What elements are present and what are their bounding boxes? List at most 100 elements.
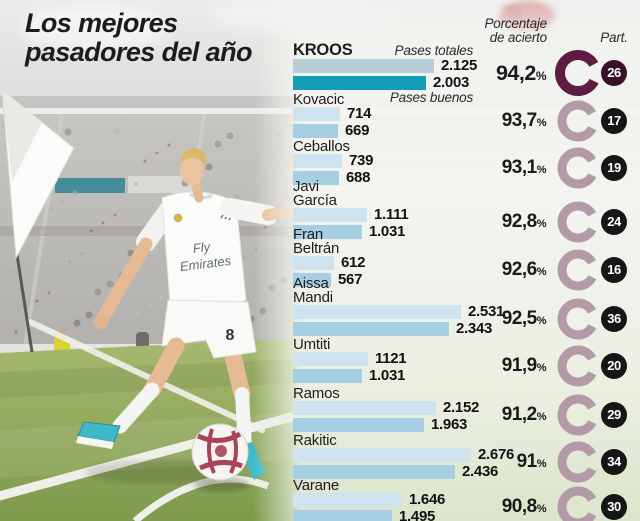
accuracy-donut [557,486,599,521]
jersey-sponsor-line2: Emirates [179,253,232,274]
jersey-sponsor-line1: Fly [192,239,213,256]
good-passes-value: 2.003 [433,74,470,91]
good-passes-value: 2.436 [462,463,499,480]
accuracy-donut [557,345,599,387]
player-name-line: Fran [293,226,324,243]
good-passes-bar: 1.031 [293,368,405,383]
player-name-line: Ramos [293,384,340,402]
total-passes-bar: 2.676 [293,447,514,462]
player-name: KROOS [293,41,353,59]
good-passes-bar: 2.003 [293,75,469,90]
total-passes-bar: 1.646 [293,492,445,507]
total-passes-bar-fill [293,208,367,222]
good-passes-bar: 1.963 [293,417,467,432]
player-row: Fran Beltrán 612 567 92,6% 16 [0,222,640,291]
player-row: Ceballos 739 688 93,1% 19 [0,120,640,189]
accuracy-header-line1: Porcentaje [484,16,547,31]
total-passes-bar-fill [293,256,334,270]
shorts-number: 8 [226,327,235,344]
accuracy-donut [557,249,599,291]
total-passes-value: 739 [349,152,374,169]
accuracy-donut [557,394,599,436]
good-passes-bar-fill [293,418,424,432]
player-row: Rakitic 2.676 2.436 91% 34 [0,414,640,483]
good-passes-bar-fill [293,465,455,479]
accuracy-number: 94,2 [495,61,536,85]
participation-badge: 26 [601,60,627,86]
good-passes-bar: 2.343 [293,321,492,336]
good-passes-bar-fill [293,171,339,185]
player-name-line: García [293,191,337,209]
total-passes-bar: 714 [293,106,371,121]
total-passes-value: 2.152 [443,399,480,416]
good-passes-bar-fill [293,369,362,383]
good-passes-bar: 1.031 [293,224,405,239]
player-name-line: Varane [293,476,340,494]
total-passes-bar: 2.152 [293,400,479,415]
player-name: Ramos [293,384,340,402]
total-passes-value: 1121 [375,350,407,367]
accuracy-header-line2: de acierto [489,30,547,45]
player-name: Fran Beltrán [293,226,340,257]
participation-header: Part. [600,30,628,45]
good-passes-bar: 1.495 [293,509,435,521]
player-name-line: Beltrán [293,239,340,257]
player-name-line: Mandi [293,288,333,306]
good-passes-bar: 688 [293,170,370,185]
accuracy-number: 90,8 [501,496,537,517]
accuracy-donut [555,50,601,96]
total-passes-value: 2.125 [441,57,478,74]
led-board [55,178,125,193]
player-name-line: Kovacic [293,90,345,108]
total-passes-bar: 1121 [293,351,407,366]
player-figure: Fly Emirates 8 [76,148,331,484]
accuracy-donut [557,147,599,189]
good-passes-value: 1.495 [399,508,436,521]
accuracy-value: 91% [450,452,547,474]
player-row: Varane 1.646 1.495 90,8% 30 [0,459,640,521]
accuracy-number: 92,8 [501,211,537,232]
total-passes-bar-fill [293,305,461,319]
good-passes-value: 669 [345,122,370,139]
legend-good-passes: Pases buenos [389,90,473,105]
good-passes-value: 1.963 [431,416,468,433]
participation-badge: 24 [601,209,627,235]
participation-badge: 34 [601,449,627,475]
player-name: Umtiti [293,337,330,351]
total-passes-value: 2.531 [468,303,505,320]
percent-sign: % [536,117,547,129]
player-name-line: Javi [293,178,319,195]
total-passes-bar-fill [293,107,340,121]
good-passes-bar-fill [293,273,331,287]
player-name: Rakitic [293,431,337,449]
accuracy-number: 92,5 [501,308,537,329]
player-name: Ceballos [293,139,350,153]
accuracy-number: 91,9 [501,355,537,376]
club-crest [173,213,183,223]
participation-badge: 36 [601,306,627,332]
participation-badge: 17 [601,108,627,134]
participation-badge: 30 [601,494,627,520]
title-line-1: Los mejores [25,8,178,38]
player-row: Kovacic 714 669 93,7% 17 [0,73,640,142]
participation-badge: 20 [601,353,627,379]
total-passes-value: 2.676 [478,446,515,463]
percent-sign: % [536,164,547,176]
total-passes-bar: 612 [293,255,365,270]
good-passes-value: 567 [338,271,363,288]
total-passes-bar-fill [293,448,471,462]
percent-sign: % [535,69,547,83]
corner-flag [1,88,75,353]
total-passes-bar: 2.531 [293,304,504,319]
infographic-title: Los mejores pasadores del año [25,9,252,66]
good-passes-value: 688 [346,169,371,186]
player-row: Javi García 1.111 1.031 92,8% 24 [0,174,640,243]
accuracy-value: 92,8% [450,211,547,234]
player-row: Ramos 2.152 1.963 91,2% 29 [0,367,640,436]
good-passes-bar-fill [293,322,449,336]
player-name-line: Rakitic [293,431,337,449]
accuracy-value: 93,7% [450,111,547,133]
player-row: KROOS 2.125 2.003 94,2% 26 [0,25,640,96]
player-name-line: KROOS [293,41,353,59]
